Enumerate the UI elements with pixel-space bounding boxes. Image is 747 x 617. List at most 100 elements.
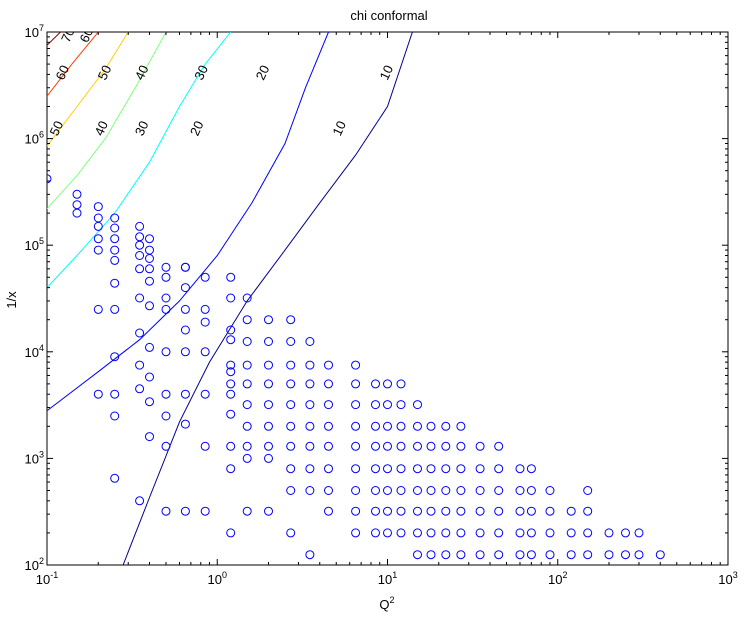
scatter-point xyxy=(264,421,273,431)
scatter-point xyxy=(396,486,406,495)
scatter-point xyxy=(351,528,361,538)
scatter-point xyxy=(161,506,171,516)
scatter-point xyxy=(200,441,210,451)
scatter-point xyxy=(441,421,451,431)
scatter-point xyxy=(494,550,504,560)
scatter-point xyxy=(583,528,593,538)
scatter-point xyxy=(324,421,333,431)
scatter-point xyxy=(426,550,436,560)
scatter-point xyxy=(515,528,525,538)
scatter-point xyxy=(161,293,171,303)
x-tick-label: 103 xyxy=(718,570,737,587)
scatter-point xyxy=(145,254,154,263)
y-tick-label: 102 xyxy=(25,556,44,573)
scatter-point xyxy=(242,453,252,463)
scatter-point xyxy=(621,528,630,538)
scatter-point xyxy=(145,245,154,255)
scatter-point xyxy=(396,421,406,431)
scatter-point xyxy=(396,379,406,389)
contour-label: 20 xyxy=(187,119,207,138)
y-tick-label: 105 xyxy=(25,236,44,253)
scatter-point xyxy=(242,337,252,346)
scatter-point xyxy=(242,360,252,370)
scatter-point xyxy=(441,550,451,560)
scatter-point xyxy=(545,550,555,560)
scatter-point xyxy=(475,550,485,560)
scatter-point xyxy=(396,506,406,516)
scatter-point xyxy=(456,486,466,495)
scatter-point xyxy=(135,496,145,506)
scatter-point xyxy=(351,421,361,431)
scatter-point xyxy=(226,528,236,538)
contour-label: 30 xyxy=(191,63,211,82)
scatter-point xyxy=(515,506,525,516)
scatter-point xyxy=(383,464,392,474)
scatter-point xyxy=(72,208,82,218)
scatter-point xyxy=(383,379,392,389)
scatter-point xyxy=(604,550,614,560)
scatter-point xyxy=(264,315,273,325)
contour-line-10 xyxy=(122,32,413,565)
scatter-point xyxy=(200,506,210,516)
scatter-point xyxy=(494,441,504,451)
scatter-point xyxy=(383,506,392,516)
scatter-point xyxy=(161,304,171,314)
y-tick-label: 104 xyxy=(25,343,44,360)
plot-frame xyxy=(46,31,729,566)
scatter-point xyxy=(226,325,236,335)
scatter-point xyxy=(145,276,154,286)
scatter-point xyxy=(655,550,665,560)
scatter-point xyxy=(110,245,120,255)
scatter-point xyxy=(383,486,392,495)
scatter-point xyxy=(371,400,380,410)
scatter-point xyxy=(161,272,171,282)
x-tick-label: 10-1 xyxy=(36,570,58,587)
scatter-point xyxy=(226,293,236,303)
scatter-point xyxy=(110,304,120,314)
scatter-point xyxy=(135,360,145,370)
scatter-point xyxy=(72,200,82,210)
scatter-point xyxy=(396,441,406,451)
x-tick-label: 100 xyxy=(208,570,227,587)
scatter-point xyxy=(200,389,210,399)
chart-title: chi conformal xyxy=(350,8,427,23)
scatter-point xyxy=(526,550,536,560)
scatter-point xyxy=(515,486,525,495)
scatter-point xyxy=(621,550,630,560)
scatter-point xyxy=(456,421,466,431)
scatter-point xyxy=(371,421,380,431)
scatter-point xyxy=(475,464,485,474)
scatter-point xyxy=(226,409,236,419)
scatter-point xyxy=(371,486,380,495)
x-tick-label: 101 xyxy=(378,570,397,587)
scatter-point xyxy=(161,411,171,421)
scatter-point xyxy=(264,453,273,463)
scatter-point xyxy=(264,337,273,346)
scatter-point xyxy=(264,400,273,410)
contour-label: 50 xyxy=(47,119,67,138)
contour-label: 30 xyxy=(132,119,152,138)
scatter-point xyxy=(426,528,436,538)
scatter-point xyxy=(324,441,333,451)
scatter-point xyxy=(426,421,436,431)
scatter-point xyxy=(286,400,296,410)
scatter-point xyxy=(441,486,451,495)
scatter-point xyxy=(305,337,315,346)
scatter-point xyxy=(110,223,120,233)
scatter-point xyxy=(110,352,120,362)
scatter-point xyxy=(242,421,252,431)
scatter-point xyxy=(526,528,536,538)
scatter-point xyxy=(145,432,154,442)
scatter-point xyxy=(583,506,593,516)
scatter-point xyxy=(110,411,120,421)
scatter-point xyxy=(426,486,436,495)
scatter-point xyxy=(441,464,451,474)
contour-label: 10 xyxy=(329,119,349,138)
scatter-point xyxy=(180,283,190,293)
scatter-point xyxy=(583,550,593,560)
contour-line-70 xyxy=(47,32,61,46)
scatter-point xyxy=(180,389,190,399)
scatter-point xyxy=(515,550,525,560)
scatter-point xyxy=(324,379,333,389)
scatter-point xyxy=(161,441,171,451)
